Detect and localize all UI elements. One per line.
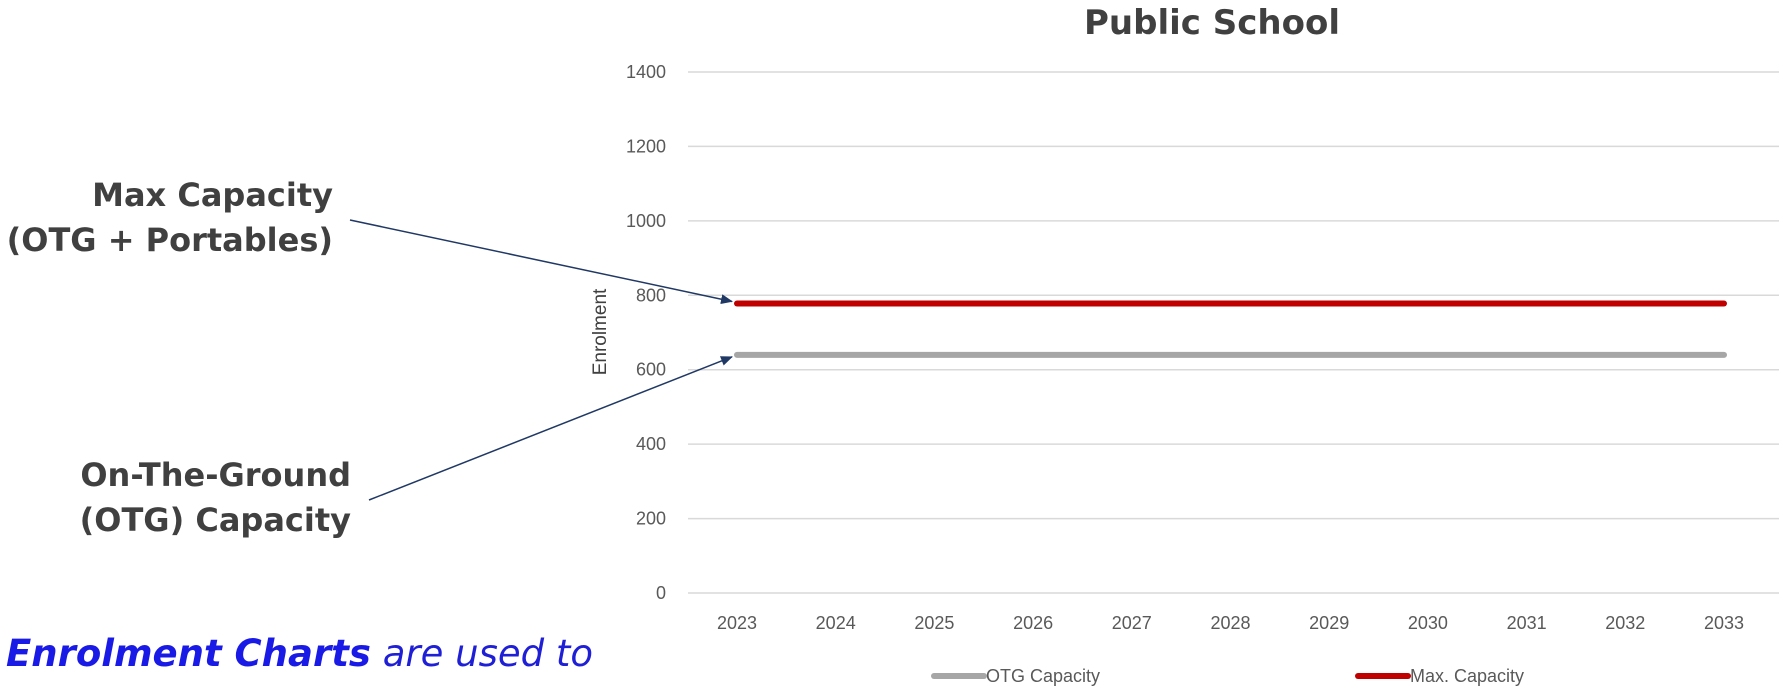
callout-arrows [349, 219, 733, 501]
legend-label-max-capacity: Max. Capacity [1410, 666, 1524, 686]
x-tick-label-2025: 2025 [914, 613, 954, 633]
caption: Enrolment Charts are used to [6, 632, 593, 675]
otg-capacity-callout-line1: On-The-Ground [80, 456, 351, 494]
caption-rest-text: are used to [370, 632, 594, 675]
otg-capacity-arrow [368, 356, 733, 501]
y-tick-label-800: 800 [636, 285, 666, 305]
max-capacity-callout-line1: Max Capacity [92, 176, 333, 214]
y-tick-label-200: 200 [636, 509, 666, 529]
x-tick-label-2026: 2026 [1013, 613, 1053, 633]
max-capacity-callout: Max Capacity (OTG + Portables) [7, 173, 333, 263]
otg-capacity-callout-line2: (OTG) Capacity [79, 501, 351, 539]
gridlines [688, 71, 1779, 594]
y-tick-label-1400: 1400 [626, 62, 666, 82]
x-tick-label-2027: 2027 [1112, 613, 1152, 633]
max-capacity-arrow [349, 219, 733, 305]
y-tick-label-1000: 1000 [626, 211, 666, 231]
chart-title: Public School [1084, 3, 1340, 43]
x-tick-label-2031: 2031 [1507, 613, 1547, 633]
legend-label-otg-capacity: OTG Capacity [986, 666, 1100, 686]
y-axis-label: Enrolment [590, 288, 611, 375]
legend: OTG Capacity Max. Capacity [931, 666, 1524, 686]
max-capacity-callout-line2: (OTG + Portables) [6, 221, 333, 259]
x-tick-label-2033: 2033 [1704, 613, 1744, 633]
x-tick-label-2024: 2024 [816, 613, 856, 633]
x-tick-label-2028: 2028 [1210, 613, 1250, 633]
x-axis-ticks: 2023 2024 2025 2026 2027 2028 2029 2030 2031 2032… [717, 613, 1744, 633]
y-tick-label-400: 400 [636, 434, 666, 454]
caption-bold-text: Enrolment Charts [6, 632, 371, 675]
otg-capacity-callout: On-The-Ground (OTG) Capacity [80, 453, 351, 543]
y-tick-label-0: 0 [656, 583, 666, 603]
y-tick-label-1200: 1200 [626, 136, 666, 156]
x-tick-label-2023: 2023 [717, 613, 757, 633]
x-tick-label-2029: 2029 [1309, 613, 1349, 633]
series-lines [734, 300, 1727, 358]
y-axis-ticks: 0 200 400 600 800 1000 1200 1400 [626, 62, 666, 603]
y-tick-label-600: 600 [636, 360, 666, 380]
x-tick-label-2030: 2030 [1408, 613, 1448, 633]
x-tick-label-2032: 2032 [1605, 613, 1645, 633]
